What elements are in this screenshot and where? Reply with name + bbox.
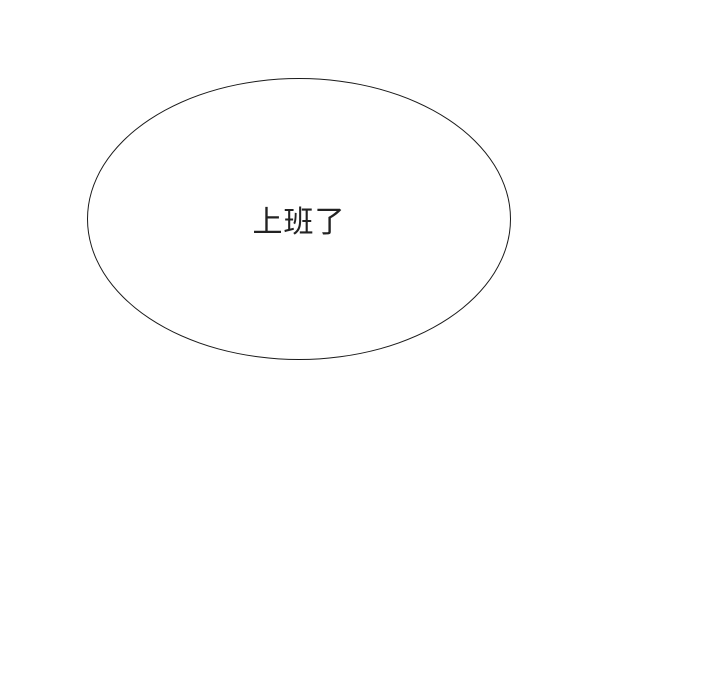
speech-bubble [87, 78, 511, 360]
speech-bubble-text: 上班了 [252, 205, 346, 240]
